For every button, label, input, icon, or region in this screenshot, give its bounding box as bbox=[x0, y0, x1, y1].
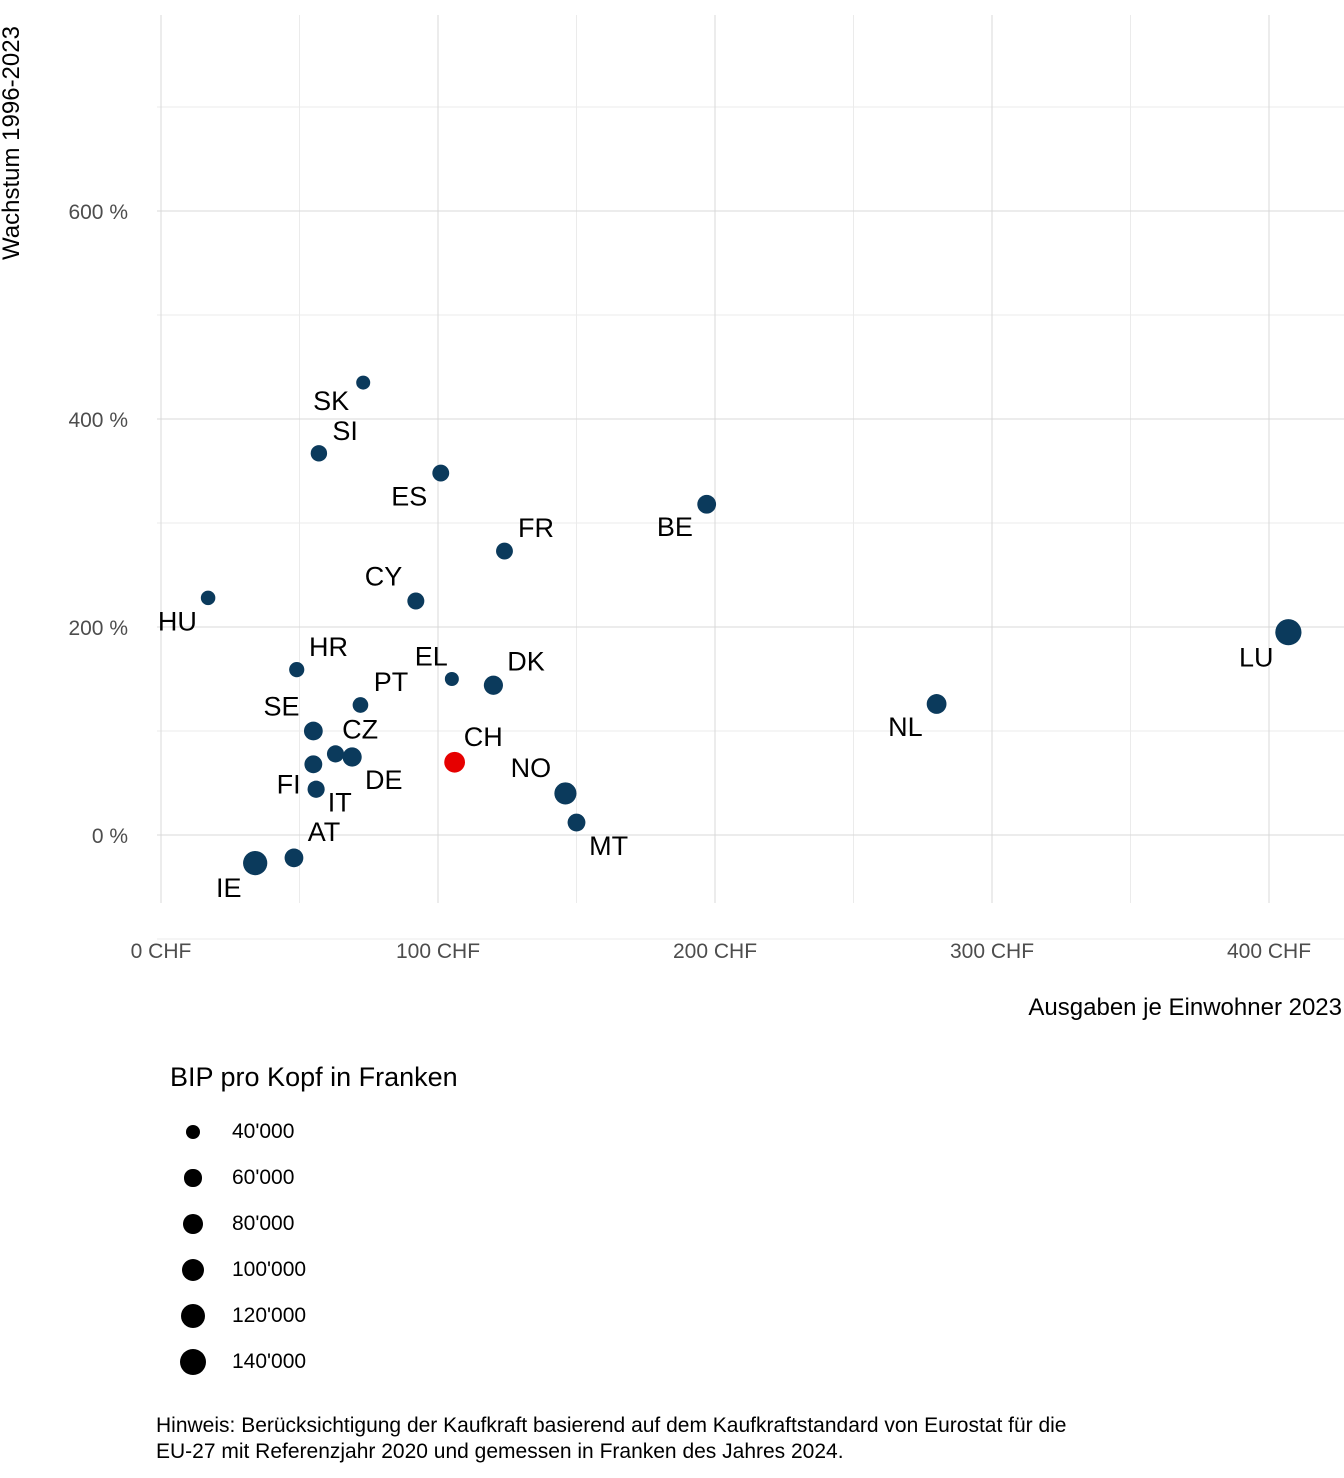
legend-label: 40'000 bbox=[232, 1120, 295, 1143]
y-tick-label: 600 % bbox=[68, 201, 128, 224]
legend-entry: 80'000 bbox=[170, 1201, 458, 1247]
legend-entry: 40'000 bbox=[170, 1109, 458, 1155]
data-points bbox=[200, 375, 1302, 876]
data-point-pt bbox=[352, 697, 369, 713]
data-point-ie bbox=[243, 850, 268, 876]
legend-size-dot bbox=[181, 1258, 205, 1282]
legend-entries: 40'000 60'000 80'000 100'000 120'000 140'000 bbox=[170, 1109, 458, 1385]
point-label-se: SE bbox=[264, 691, 300, 721]
x-tick-label: 200 CHF bbox=[673, 940, 757, 963]
y-tick-label: 400 % bbox=[68, 409, 128, 432]
legend-entry: 120'000 bbox=[170, 1293, 458, 1339]
point-label-hu: HU bbox=[158, 607, 197, 637]
data-point-el bbox=[444, 672, 459, 686]
point-label-cz: CZ bbox=[342, 715, 378, 745]
legend-label: 60'000 bbox=[232, 1166, 295, 1189]
legend-label: 80'000 bbox=[232, 1212, 295, 1235]
size-legend: BIP pro Kopf in Franken 40'000 60'000 80'0… bbox=[170, 1062, 458, 1385]
y-axis-title: Wachstum 1996-2023 bbox=[0, 26, 25, 260]
point-label-hr: HR bbox=[309, 632, 348, 662]
data-point-si bbox=[310, 445, 328, 462]
data-point-ch bbox=[444, 751, 466, 773]
legend-key bbox=[170, 1247, 216, 1293]
point-label-at: AT bbox=[308, 817, 341, 847]
data-point-at bbox=[284, 848, 304, 868]
footnote: Hinweis: Berücksichtigung der Kaufkraft … bbox=[156, 1413, 1306, 1465]
data-point-hr bbox=[289, 662, 305, 678]
legend-size-dot bbox=[183, 1214, 203, 1234]
data-point-dk bbox=[483, 675, 503, 695]
point-label-de: DE bbox=[365, 765, 403, 795]
data-point-sk bbox=[356, 375, 371, 390]
y-tick-label: 200 % bbox=[68, 617, 128, 640]
x-axis-ticks: 0 CHF 100 CHF 200 CHF 300 CHF 400 CHF bbox=[131, 940, 1311, 963]
legend-title: BIP pro Kopf in Franken bbox=[170, 1062, 458, 1092]
legend-entry: 100'000 bbox=[170, 1247, 458, 1293]
point-label-dk: DK bbox=[507, 646, 545, 676]
data-point-it bbox=[307, 780, 325, 798]
legend-entry: 60'000 bbox=[170, 1155, 458, 1201]
data-point-nl bbox=[926, 694, 947, 714]
data-point-lu bbox=[1275, 619, 1302, 646]
legend-entry: 140'000 bbox=[170, 1339, 458, 1385]
data-point-fr bbox=[496, 542, 513, 560]
point-label-si: SI bbox=[332, 416, 358, 446]
data-point-cy bbox=[407, 592, 425, 610]
point-label-fi: FI bbox=[277, 770, 301, 800]
footnote-line-1: Hinweis: Berücksichtigung der Kaufkraft … bbox=[156, 1414, 1067, 1437]
data-point-be bbox=[697, 494, 717, 514]
legend-size-dot bbox=[186, 1125, 200, 1139]
y-tick-label: 0 % bbox=[92, 825, 128, 848]
point-label-cy: CY bbox=[365, 562, 403, 592]
legend-key bbox=[170, 1155, 216, 1201]
legend-key bbox=[170, 1339, 216, 1385]
point-label-es: ES bbox=[391, 481, 427, 511]
point-label-it: IT bbox=[328, 788, 352, 818]
data-point-fi bbox=[304, 755, 323, 774]
data-point-es bbox=[432, 464, 450, 482]
legend-label: 100'000 bbox=[232, 1258, 307, 1281]
x-tick-label: 400 CHF bbox=[1227, 940, 1311, 963]
data-point-cz bbox=[326, 745, 345, 763]
legend-label: 120'000 bbox=[232, 1304, 307, 1327]
legend-key bbox=[170, 1109, 216, 1155]
point-label-no: NO bbox=[511, 753, 552, 783]
point-label-lu: LU bbox=[1239, 643, 1274, 673]
x-tick-label: 0 CHF bbox=[131, 940, 192, 963]
point-label-ie: IE bbox=[216, 873, 242, 903]
x-tick-label: 300 CHF bbox=[950, 940, 1034, 963]
grid-lines bbox=[157, 15, 1344, 940]
point-label-nl: NL bbox=[888, 712, 923, 742]
point-label-el: EL bbox=[415, 642, 448, 672]
data-point-hu bbox=[200, 590, 216, 606]
data-point-no bbox=[554, 782, 577, 805]
legend-label: 140'000 bbox=[232, 1350, 307, 1373]
point-label-pt: PT bbox=[374, 667, 409, 697]
data-point-mt bbox=[567, 813, 586, 832]
legend-key bbox=[170, 1293, 216, 1339]
legend-size-dot bbox=[184, 1169, 202, 1187]
point-label-sk: SK bbox=[313, 386, 349, 416]
data-point-de bbox=[342, 747, 362, 767]
legend-size-dot bbox=[179, 1348, 207, 1376]
scatter-chart: 0 % 200 % 400 % 600 % 0 CHF 100 CHF 200 CHF 30… bbox=[0, 15, 1344, 1021]
legend-size-dot bbox=[180, 1303, 206, 1329]
data-point-se bbox=[303, 721, 323, 741]
point-label-be: BE bbox=[657, 512, 693, 542]
x-axis-title: Ausgaben je Einwohner 2023 bbox=[1028, 994, 1342, 1021]
legend-key bbox=[170, 1201, 216, 1247]
footnote-line-2: EU-27 mit Referenzjahr 2020 und gemessen… bbox=[156, 1440, 844, 1463]
x-tick-label: 100 CHF bbox=[396, 940, 480, 963]
y-axis-ticks: 0 % 200 % 400 % 600 % bbox=[68, 201, 128, 848]
point-label-mt: MT bbox=[589, 831, 628, 861]
point-label-ch: CH bbox=[464, 722, 503, 752]
point-label-fr: FR bbox=[518, 513, 554, 543]
